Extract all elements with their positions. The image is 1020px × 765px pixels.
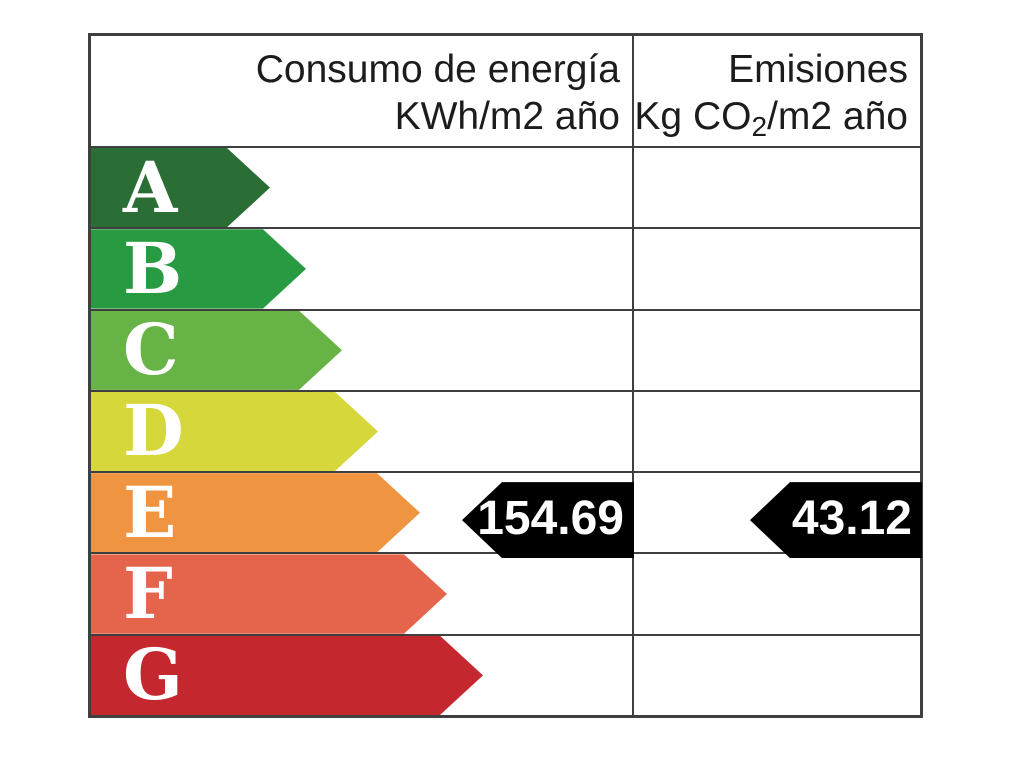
emissions-unit-suffix: /m2 año <box>767 95 908 138</box>
table-header: Consumo de energía KWh/m2 año Emisiones … <box>91 36 920 148</box>
rating-row-g: G <box>91 633 920 715</box>
emissions-header-line1: Emisiones <box>728 48 908 91</box>
rating-letter: E <box>123 470 177 554</box>
rating-letter: B <box>123 226 183 310</box>
emissions-header-line2: Kg CO2/m2 año <box>634 93 908 143</box>
rating-arrow-a: A <box>91 148 270 227</box>
rating-arrow-g: G <box>91 636 483 715</box>
rating-rows: A B C D E 154.69 43.12 F G <box>91 148 922 715</box>
rating-letter: G <box>123 633 183 717</box>
consumption-header-line1: Consumo de energía <box>255 48 620 91</box>
rating-arrow-b: B <box>91 229 306 308</box>
rating-arrow-c: C <box>91 311 342 390</box>
co2-subscript: 2 <box>751 111 768 143</box>
consumption-header-line2: KWh/m2 año <box>394 95 620 138</box>
rating-row-e: E 154.69 43.12 <box>91 471 922 559</box>
emissions-header: Emisiones Kg CO2/m2 año <box>634 36 920 146</box>
rating-letter: F <box>123 552 173 636</box>
consumption-value-arrow: 154.69 <box>462 482 634 559</box>
column-divider <box>632 36 634 715</box>
rating-letter: A <box>123 145 178 229</box>
rating-arrow-f: F <box>91 554 447 633</box>
rating-row-c: C <box>91 308 920 390</box>
rating-row-a: A <box>91 148 920 227</box>
rating-row-d: D <box>91 389 920 471</box>
consumption-header: Consumo de energía KWh/m2 año <box>91 36 634 146</box>
rating-letter: C <box>123 308 179 392</box>
rating-table: Consumo de energía KWh/m2 año Emisiones … <box>88 33 923 718</box>
rating-letter: D <box>123 389 184 473</box>
rating-row-b: B <box>91 227 920 308</box>
emissions-unit-prefix: Kg CO <box>634 95 752 138</box>
rating-arrow-e: E <box>91 473 420 552</box>
emissions-value-arrow: 43.12 <box>750 482 922 559</box>
rating-arrow-d: D <box>91 392 378 471</box>
rating-row-f: F <box>91 552 920 633</box>
